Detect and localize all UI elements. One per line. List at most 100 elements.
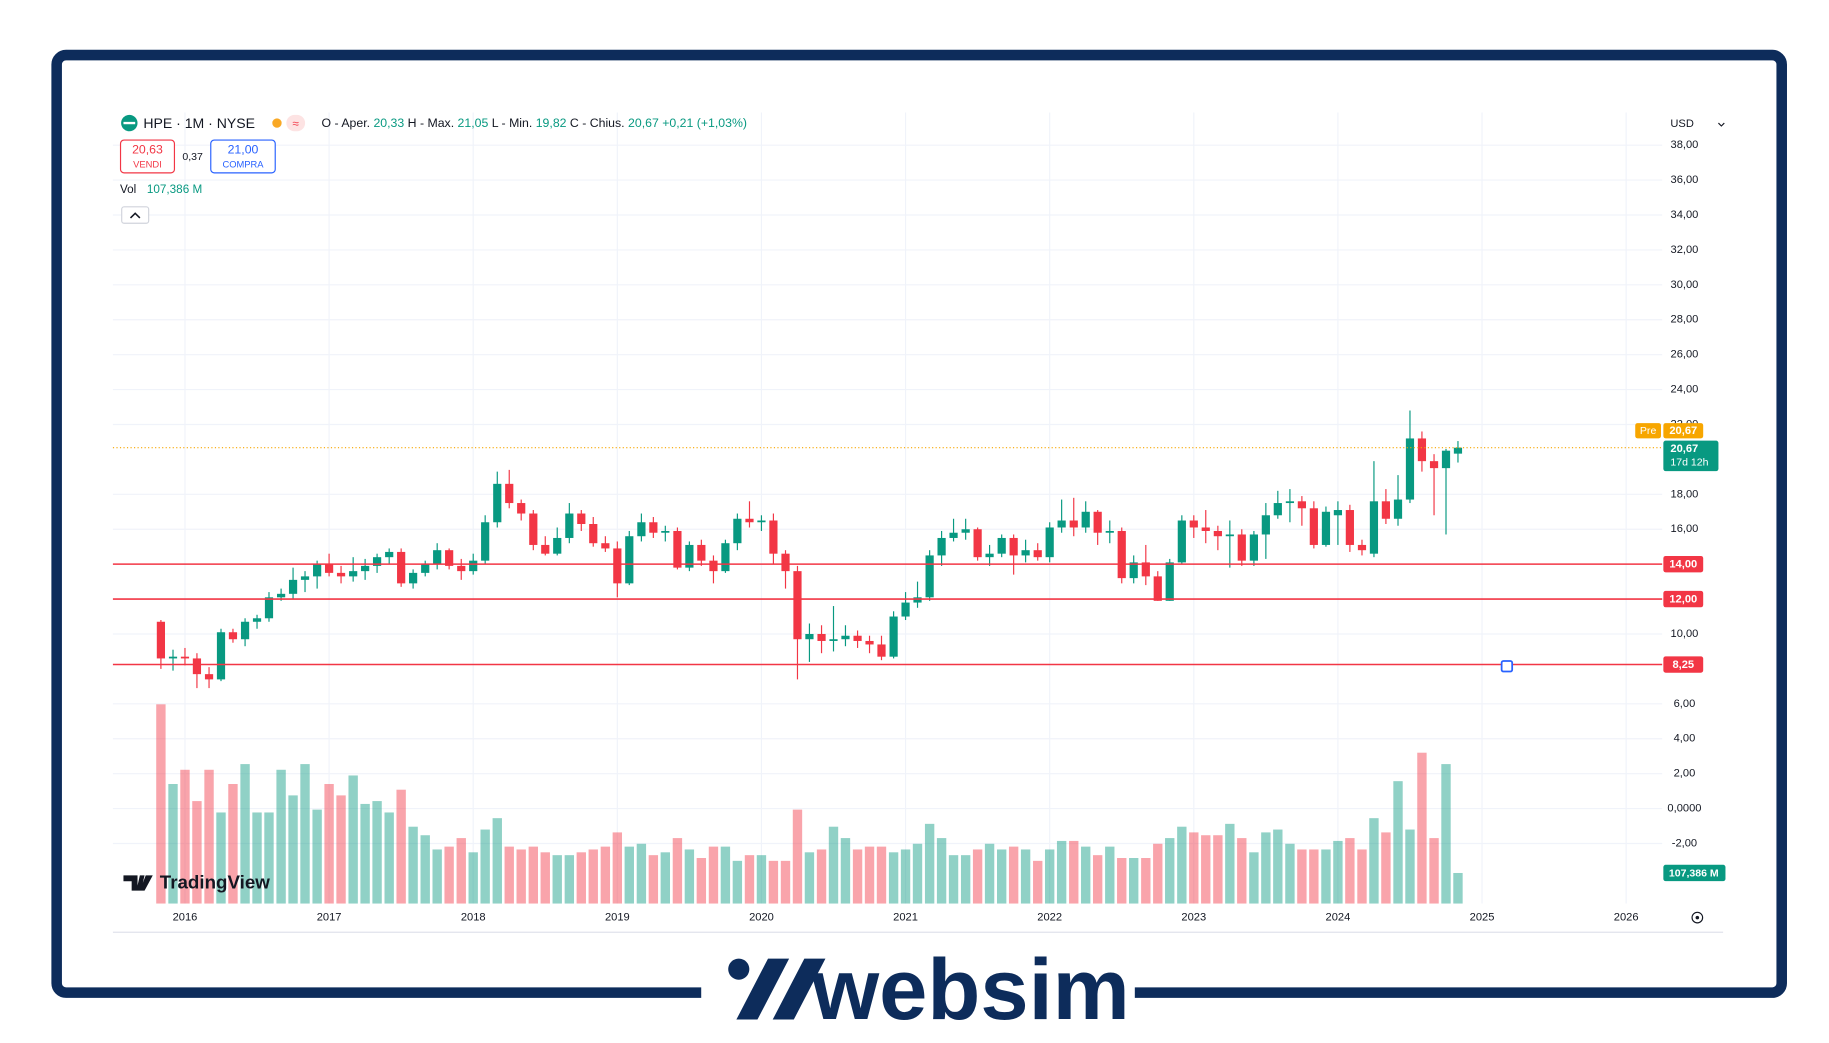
- buy-button[interactable]: [210, 139, 276, 174]
- candle-body: [288, 579, 298, 594]
- candle-body: [228, 632, 238, 640]
- candle-body: [817, 633, 826, 641]
- volume-bar: [732, 860, 743, 904]
- volume-tag: [1663, 864, 1726, 882]
- volume-bar: [1141, 858, 1151, 904]
- volume-bar: [552, 855, 562, 904]
- volume-bar: [1453, 872, 1463, 904]
- candle-body: [1429, 461, 1439, 469]
- candle-body: [1069, 520, 1078, 528]
- volume-bar: [240, 764, 250, 904]
- volume-bar: [1044, 849, 1055, 904]
- volume-bar: [1177, 826, 1187, 904]
- volume-bar: [336, 795, 346, 904]
- candle-body: [1189, 520, 1198, 528]
- drawing-handle[interactable]: [1500, 660, 1514, 673]
- volume-bar: [1417, 752, 1427, 904]
- price-line-tag: [1663, 656, 1704, 673]
- volume-bar: [1393, 781, 1403, 904]
- candle-body: [276, 593, 286, 598]
- volume-bar: [1261, 832, 1271, 904]
- sell-button[interactable]: [119, 139, 176, 174]
- candle-body: [937, 537, 946, 556]
- volume-bar: [216, 812, 226, 904]
- price-line-label: 12,00: [1669, 594, 1697, 606]
- candle-body: [1177, 520, 1186, 563]
- candle-body: [889, 616, 898, 657]
- ohlc-value: 20,33: [373, 116, 404, 130]
- ohlc-label: O - Aper.: [322, 116, 371, 130]
- candle-body: [421, 564, 430, 573]
- symbol[interactable]: HPE · 1M · NYSE: [143, 115, 255, 131]
- volume-bar: [876, 846, 887, 904]
- candle-body: [673, 530, 682, 568]
- currency: USD: [1670, 118, 1694, 130]
- candle-body: [493, 483, 502, 523]
- volume-bar: [744, 855, 755, 904]
- currency-button[interactable]: [1664, 113, 1726, 136]
- candle-body: [661, 530, 670, 533]
- y-tick-label: 2,00: [1674, 768, 1696, 780]
- candle-body: [745, 518, 754, 523]
- settings-icon[interactable]: [1691, 911, 1704, 924]
- candle-body: [565, 513, 574, 538]
- volume-bar: [780, 860, 791, 904]
- volume-bar: [204, 769, 214, 904]
- volume-bar: [300, 764, 310, 904]
- volume-bar: [264, 812, 274, 904]
- candle-body: [1297, 501, 1306, 509]
- candle-body: [901, 602, 910, 617]
- pre-tag: [1635, 423, 1662, 439]
- candle-body: [1033, 550, 1042, 558]
- volume-bar: [516, 849, 526, 904]
- candle-body: [1225, 534, 1234, 537]
- candle-body: [985, 553, 994, 558]
- volume-bar: [360, 803, 370, 904]
- candle-body: [517, 503, 526, 514]
- volume-bar: [900, 849, 911, 904]
- candle-body: [1441, 450, 1451, 469]
- ohlc-label: C - Chius.: [570, 116, 625, 130]
- candle-body: [1261, 515, 1270, 535]
- candle-body: [685, 544, 694, 568]
- status-icon: [286, 114, 306, 132]
- candle-body: [913, 597, 922, 603]
- candle-body: [589, 523, 598, 544]
- candle-body: [204, 674, 214, 680]
- collapse-button[interactable]: [121, 206, 150, 224]
- candle-body: [469, 560, 478, 572]
- volume-bar: [1381, 832, 1391, 904]
- candle-body: [252, 618, 262, 622]
- candle-body: [1369, 501, 1379, 554]
- volume-bar: [276, 769, 286, 904]
- candle-body: [1405, 438, 1415, 500]
- volume-bar: [1081, 846, 1091, 904]
- candle-body: [925, 555, 934, 598]
- volume-bar: [588, 849, 598, 904]
- volume-bar: [1285, 843, 1295, 904]
- candle-body: [697, 544, 706, 561]
- candle-body: [336, 572, 346, 577]
- volume-bar: [192, 801, 202, 904]
- volume-bar: [924, 823, 935, 904]
- candle-body: [1453, 447, 1463, 454]
- x-tick-label: 2021: [893, 912, 918, 924]
- last-price-label: 20,67: [1670, 443, 1698, 455]
- volume-bar: [1297, 849, 1307, 904]
- volume-bar: [492, 818, 502, 904]
- candle-body: [769, 520, 778, 554]
- candle-body: [216, 632, 226, 680]
- volume-bar: [1165, 838, 1175, 904]
- x-tick-label: 2020: [749, 912, 774, 924]
- pre-price-tag: [1663, 423, 1704, 439]
- x-tick-label: 2023: [1181, 912, 1206, 924]
- volume-bar: [768, 860, 779, 904]
- candle-body: [1201, 527, 1210, 531]
- price-line-label: 8,25: [1672, 659, 1694, 671]
- candle-body: [529, 513, 538, 545]
- candle-body: [865, 640, 874, 645]
- y-tick-label: 6,00: [1674, 698, 1696, 710]
- candle-body: [997, 537, 1006, 554]
- candle-body: [481, 522, 490, 561]
